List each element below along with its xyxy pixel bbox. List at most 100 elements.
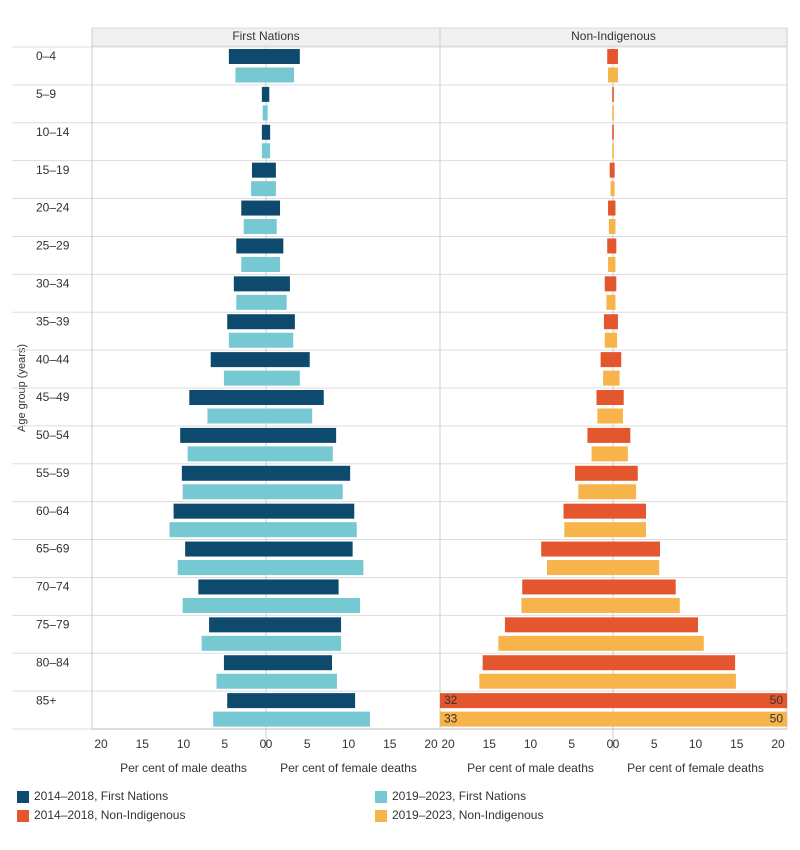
male-bar (591, 446, 613, 462)
category-label: 85+ (36, 693, 56, 707)
male-bar (228, 49, 266, 64)
female-bar (266, 314, 295, 330)
x-tick-label: 5 (304, 737, 311, 751)
male-bar (261, 86, 266, 102)
male-bar (498, 635, 613, 651)
x-tick-label: 0 (266, 737, 273, 751)
male-bar (241, 200, 266, 216)
male-bar (521, 597, 613, 613)
category-label: 15–19 (36, 163, 70, 177)
female-bar (266, 465, 351, 481)
female-bar (613, 332, 618, 348)
x-tick-label: 20 (424, 737, 438, 751)
male-bar (440, 711, 613, 727)
male-bar (201, 635, 266, 651)
legend-label: 2014–2018, Non-Indigenous (34, 808, 185, 822)
female-bar (266, 522, 357, 538)
male-bar (547, 560, 613, 576)
male-bar (227, 314, 266, 330)
male-bar (479, 673, 613, 689)
x-tick-label: 10 (177, 737, 191, 751)
category-label: 5–9 (36, 87, 56, 101)
male-axis-label: Per cent of male deaths (120, 761, 247, 775)
legend-swatch (17, 810, 29, 822)
male-bar (609, 162, 613, 178)
female-bar (266, 276, 290, 292)
male-bar (604, 276, 613, 292)
female-bar (613, 143, 614, 159)
x-tick-label: 10 (524, 737, 538, 751)
male-bar (612, 124, 613, 140)
female-bar (613, 314, 618, 330)
female-bar (266, 711, 370, 727)
female-bar (266, 181, 276, 197)
female-bar (266, 427, 337, 443)
male-bar (603, 314, 613, 330)
male-bar (440, 693, 613, 709)
female-bar (613, 446, 628, 462)
male-bar (564, 522, 613, 538)
female-bar (266, 200, 281, 216)
female-bar (613, 711, 787, 727)
female-bar (266, 579, 339, 595)
female-bar (613, 408, 623, 424)
male-bar (587, 427, 613, 443)
male-bar (607, 49, 613, 64)
female-bar (613, 276, 617, 292)
value-label: 50 (770, 711, 784, 725)
male-bar (233, 276, 266, 292)
female-bar (613, 352, 622, 368)
panel-title: Non-Indigenous (571, 29, 656, 43)
male-bar (223, 370, 266, 386)
category-label: 80–84 (36, 655, 70, 669)
female-bar (266, 86, 270, 102)
x-tick-label: 5 (568, 737, 575, 751)
female-bar (613, 617, 698, 633)
male-bar (608, 67, 613, 83)
x-tick-label: 15 (483, 737, 497, 751)
male-bar (607, 238, 613, 254)
male-bar (243, 219, 266, 235)
female-bar (266, 597, 361, 613)
male-axis-label: Per cent of male deaths (467, 761, 594, 775)
category-label: 30–34 (36, 277, 70, 291)
male-bar (608, 256, 613, 272)
female-bar (613, 560, 660, 576)
male-bar (235, 67, 266, 83)
female-bar (613, 655, 736, 671)
male-bar (185, 541, 266, 557)
female-bar (266, 105, 268, 121)
male-bar (578, 484, 613, 500)
male-bar (216, 673, 266, 689)
female-bar (613, 200, 616, 216)
female-axis-label: Per cent of female deaths (280, 761, 417, 775)
female-bar (266, 635, 342, 651)
male-bar (173, 503, 266, 519)
female-bar (613, 219, 616, 235)
female-bar (613, 370, 620, 386)
female-bar (613, 67, 618, 83)
male-bar (251, 162, 266, 178)
value-label: 33 (444, 711, 458, 725)
female-bar (613, 49, 618, 64)
female-bar (266, 390, 324, 405)
male-bar (182, 484, 266, 500)
female-bar (613, 579, 676, 595)
bars (440, 49, 787, 727)
male-bar (169, 522, 266, 538)
male-bar (177, 560, 266, 576)
male-bar (504, 617, 613, 633)
female-bar (613, 181, 615, 197)
legend-swatch (17, 791, 29, 803)
male-bar (210, 352, 266, 368)
male-bar (541, 541, 613, 557)
female-bar (613, 427, 631, 443)
female-bar (613, 238, 617, 254)
male-bar (603, 370, 613, 386)
x-tick-label: 15 (730, 737, 744, 751)
male-bar (241, 256, 266, 272)
male-bar (604, 332, 613, 348)
female-bar (266, 617, 342, 633)
x-tick-label: 15 (383, 737, 397, 751)
